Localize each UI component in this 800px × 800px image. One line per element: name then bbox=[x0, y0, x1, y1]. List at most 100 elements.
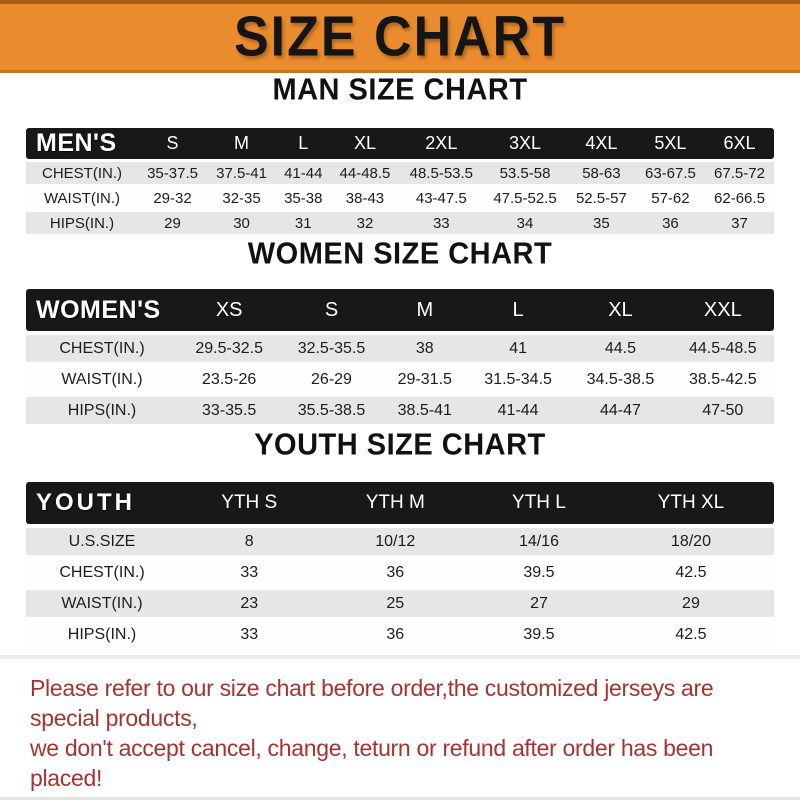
row-label: CHEST(IN.) bbox=[26, 162, 138, 184]
table-row: CHEST(IN.) 29.5-32.5 32.5-35.5 38 41 44.… bbox=[26, 335, 774, 362]
womens-size-table: WOMEN'S XS S M L XL XXL CHEST(IN.) 29.5-… bbox=[26, 285, 774, 428]
size-cell: 67.5-72 bbox=[704, 162, 774, 184]
banner-title: SIZE CHART bbox=[234, 5, 566, 69]
size-cell: 29.5-32.5 bbox=[178, 335, 281, 362]
row-label: WAIST(IN.) bbox=[26, 590, 178, 617]
column-header: 2XL bbox=[399, 128, 484, 159]
size-cell: 48.5-53.5 bbox=[399, 162, 484, 184]
size-cell: 47.5-52.5 bbox=[483, 187, 567, 209]
size-cell: 41 bbox=[466, 335, 570, 362]
size-cell: 29-32 bbox=[138, 187, 208, 209]
size-cell: 34 bbox=[483, 212, 567, 234]
size-cell: 18/20 bbox=[607, 528, 774, 555]
row-label: HIPS(IN.) bbox=[26, 397, 178, 424]
disclaimer: Please refer to our size chart before or… bbox=[0, 659, 800, 793]
size-cell: 36 bbox=[635, 212, 705, 234]
size-chart-banner: SIZE CHART bbox=[0, 0, 800, 73]
section-divider bbox=[0, 655, 800, 659]
size-cell: 44-47 bbox=[569, 397, 672, 424]
size-cell: 38.5-41 bbox=[382, 397, 467, 424]
table-row: HIPS(IN.) 29 30 31 32 33 34 35 36 37 bbox=[26, 212, 774, 234]
column-header: XL bbox=[569, 289, 672, 331]
column-header: XS bbox=[178, 289, 281, 331]
row-label: CHEST(IN.) bbox=[26, 559, 178, 586]
column-header: 5XL bbox=[635, 128, 705, 159]
table-row: WAIST(IN.) 23.5-26 26-29 29-31.5 31.5-34… bbox=[26, 366, 774, 393]
size-cell: 29 bbox=[607, 590, 774, 617]
table-row: U.S.SIZE 8 10/12 14/16 18/20 bbox=[26, 528, 774, 555]
row-label: WAIST(IN.) bbox=[26, 187, 138, 209]
disclaimer-line-2: we don't accept cancel, change, teturn o… bbox=[30, 735, 714, 791]
size-cell: 31.5-34.5 bbox=[466, 366, 570, 393]
table-row: HIPS(IN.) 33-35.5 35.5-38.5 38.5-41 41-4… bbox=[26, 397, 774, 424]
row-label: HIPS(IN.) bbox=[26, 212, 138, 234]
size-cell: 53.5-58 bbox=[483, 162, 567, 184]
size-cell: 39.5 bbox=[470, 621, 608, 648]
size-cell: 36 bbox=[320, 621, 471, 648]
row-label: WAIST(IN.) bbox=[26, 366, 178, 393]
size-cell: 27 bbox=[470, 590, 608, 617]
size-cell: 37.5-41 bbox=[207, 162, 277, 184]
column-header: YTH M bbox=[320, 482, 471, 524]
column-header: XL bbox=[330, 128, 400, 159]
size-cell: 42.5 bbox=[607, 621, 774, 648]
row-label: U.S.SIZE bbox=[26, 528, 178, 555]
size-cell: 38.5-42.5 bbox=[671, 366, 774, 393]
youth-group-label: YOUTH bbox=[26, 482, 178, 524]
size-cell: 44.5-48.5 bbox=[671, 335, 774, 362]
size-cell: 23 bbox=[178, 590, 321, 617]
size-cell: 38-43 bbox=[330, 187, 400, 209]
size-cell: 29-31.5 bbox=[382, 366, 467, 393]
size-cell: 29 bbox=[138, 212, 208, 234]
bottom-edge-strip bbox=[0, 797, 800, 800]
table-row: CHEST(IN.) 33 36 39.5 42.5 bbox=[26, 559, 774, 586]
column-header: XXL bbox=[671, 289, 774, 331]
size-cell: 58-63 bbox=[566, 162, 636, 184]
size-cell: 31 bbox=[276, 212, 331, 234]
size-cell: 36 bbox=[320, 559, 471, 586]
women-section-title: WOMEN SIZE CHART bbox=[247, 237, 553, 271]
size-cell: 35-38 bbox=[276, 187, 331, 209]
size-cell: 32.5-35.5 bbox=[280, 335, 383, 362]
size-cell: 33-35.5 bbox=[178, 397, 281, 424]
column-header: 6XL bbox=[704, 128, 774, 159]
table-row: WAIST(IN.) 23 25 27 29 bbox=[26, 590, 774, 617]
column-header: L bbox=[466, 289, 570, 331]
column-header: YTH L bbox=[470, 482, 608, 524]
column-header: L bbox=[276, 128, 331, 159]
size-cell: 38 bbox=[382, 335, 467, 362]
row-label: CHEST(IN.) bbox=[26, 335, 178, 362]
size-cell: 35-37.5 bbox=[138, 162, 208, 184]
column-header: M bbox=[207, 128, 277, 159]
size-cell: 42.5 bbox=[607, 559, 774, 586]
womens-group-label: WOMEN'S bbox=[26, 289, 178, 331]
mens-size-table: MEN'S S M L XL 2XL 3XL 4XL 5XL 6XL CHEST… bbox=[26, 125, 774, 237]
size-cell: 62-66.5 bbox=[704, 187, 774, 209]
size-cell: 52.5-57 bbox=[566, 187, 636, 209]
column-header: YTH S bbox=[178, 482, 321, 524]
size-cell: 33 bbox=[399, 212, 484, 234]
table-row: HIPS(IN.) 33 36 39.5 42.5 bbox=[26, 621, 774, 648]
man-section-title: MAN SIZE CHART bbox=[272, 73, 528, 107]
youth-section-title: YOUTH SIZE CHART bbox=[254, 428, 546, 462]
size-cell: 44-48.5 bbox=[330, 162, 400, 184]
size-cell: 34.5-38.5 bbox=[569, 366, 672, 393]
size-cell: 25 bbox=[320, 590, 471, 617]
column-header: S bbox=[138, 128, 208, 159]
mens-header-row: MEN'S S M L XL 2XL 3XL 4XL 5XL 6XL bbox=[26, 128, 774, 159]
size-cell: 47-50 bbox=[671, 397, 774, 424]
size-cell: 32 bbox=[330, 212, 400, 234]
size-cell: 35 bbox=[566, 212, 636, 234]
size-cell: 44.5 bbox=[569, 335, 672, 362]
size-cell: 30 bbox=[207, 212, 277, 234]
column-header: 3XL bbox=[483, 128, 567, 159]
size-cell: 26-29 bbox=[280, 366, 383, 393]
size-cell: 10/12 bbox=[320, 528, 471, 555]
size-cell: 33 bbox=[178, 621, 321, 648]
table-row: WAIST(IN.) 29-32 32-35 35-38 38-43 43-47… bbox=[26, 187, 774, 209]
row-label: HIPS(IN.) bbox=[26, 621, 178, 648]
size-cell: 32-35 bbox=[207, 187, 277, 209]
column-header: YTH XL bbox=[607, 482, 774, 524]
size-cell: 33 bbox=[178, 559, 321, 586]
youth-header-row: YOUTH YTH S YTH M YTH L YTH XL bbox=[26, 482, 774, 524]
